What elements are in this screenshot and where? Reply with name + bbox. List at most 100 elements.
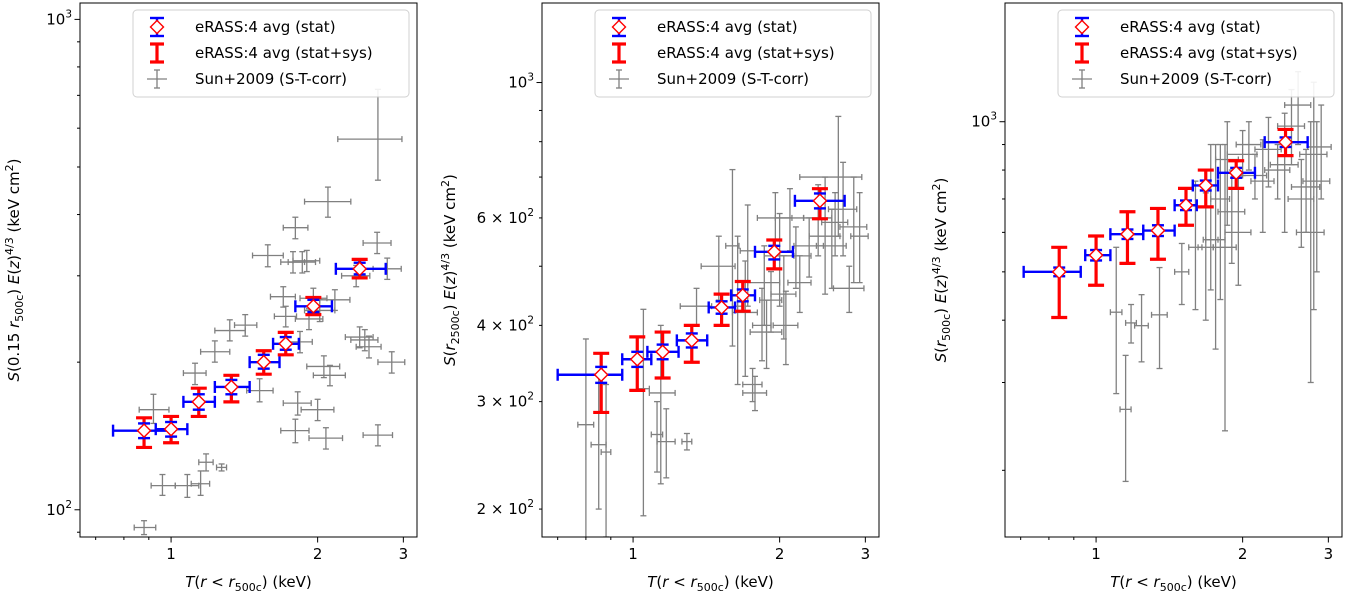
sun2009-point [1295,121,1325,384]
legend-label: eRASS:4 avg (stat) [1120,18,1261,36]
legend-label: eRASS:4 avg (stat) [657,18,798,36]
legend-item: eRASS:4 avg (stat+sys) [612,42,835,64]
legend-item: Sun+2009 (S-T-corr) [1072,69,1272,89]
x-tick-label: 2 [1238,545,1248,563]
x-axis-label: T(r < r500c) (keV) [185,573,312,594]
erass-point [675,323,709,364]
sun2009-point [292,249,321,273]
sun2009-point [778,226,812,289]
erass-marker [278,336,294,352]
sun2009-point [303,186,352,218]
sun2009-point [742,375,768,412]
legend-label: Sun+2009 (S-T-corr) [195,70,347,88]
sun2009-point [377,351,406,374]
erass-marker [812,193,828,209]
sun2009-point [759,270,783,333]
panel-center-entropy-r500c: 1 2 3 103 T(r < r500c) (keV) S(r500c) E(z)4/3… [930,2,1343,594]
legend-item: eRASS:4 avg (stat+sys) [1075,42,1298,64]
sun2009-point [1217,169,1246,265]
legend-item: eRASS:4 avg (stat) [149,16,336,38]
sun2009-point [312,364,346,387]
x-tick-label: 2 [313,545,323,563]
sun2009-point [839,176,868,284]
legend: eRASS:4 avg (stat) eRASS:4 avg (stat+sys)… [132,9,410,98]
sun2009-point [1224,174,1252,286]
axes-frame [541,2,880,538]
erass-point [294,295,334,317]
legend-label: Sun+2009 (S-T-corr) [657,70,809,88]
sun2009-point [199,340,231,363]
sun2009-point [1264,143,1291,200]
erass-point [1142,206,1176,261]
erass-marker [684,332,700,348]
legend-frame [594,9,872,98]
y-axis-label: S(0.15 r500c) E(z)4/3 (keV cm2) [3,158,26,381]
erass-point [213,373,251,404]
erass-point [1173,186,1198,227]
legend-label: Sun+2009 (S-T-corr) [1120,70,1272,88]
erass-marker [1178,197,1194,213]
erass-marker [629,351,645,367]
erass-marker [1228,165,1244,181]
legend-frame [1057,9,1335,98]
erass-marker [223,379,239,395]
sun2009-point [756,192,793,247]
sun2009-point [1290,148,1321,234]
legend-marker [1074,19,1090,35]
erass-marker [163,421,179,437]
erass-point [111,416,173,450]
y-tick-label: 6 × 102 [477,207,534,227]
x-tick-label: 1 [166,545,176,563]
sun2009-point [174,473,200,499]
y-tick-label: 103 [508,72,534,92]
legend: eRASS:4 avg (stat) eRASS:4 avg (stat+sys)… [1057,9,1335,98]
legend-marker [611,19,627,35]
sun2009-point [636,308,651,517]
sun2009-point [133,520,157,536]
erass-point [707,292,737,327]
sun2009-point [679,287,713,327]
sun2009-point [772,290,799,366]
erass-marker [305,298,321,314]
sun2009-point [198,453,214,472]
sun2009-point [190,470,211,497]
legend-marker [149,19,165,35]
y-axis-label: S(r2500c) E(z)4/3 (keV cm2) [439,174,462,366]
sun2009-point [233,313,258,337]
sun2009-point [282,391,312,416]
sun2009-point [300,398,335,422]
erass-marker [655,344,671,360]
sun2009-point [700,235,736,301]
erass-point [753,238,795,271]
erass-marker [191,394,207,410]
sun2009-point [362,231,392,255]
x-tick-label: 1 [628,545,638,563]
y-tick-label: 4 × 102 [477,314,534,334]
sun2009-point [182,362,207,386]
sun2009-point [1235,121,1262,171]
sun2009-point [1276,88,1306,166]
panel-center-entropy-015: 1 2 3 102 103 T(r < r500c) (keV) S(0.15 r500c)… [3,2,418,594]
legend-label: eRASS:4 avg (stat+sys) [1120,44,1298,62]
sun2009-point [590,375,607,510]
sun2009-point [725,168,740,347]
y-tick-label: 102 [46,499,72,519]
erass-marker [1278,134,1294,150]
sun2009-point [681,432,693,451]
erass-marker [1088,247,1104,263]
erass-marker [735,287,751,303]
sun2009-point [269,286,297,308]
sun2009-point [749,299,783,370]
sun2009-point [287,330,313,354]
erass-point [1022,245,1082,320]
x-tick-label: 3 [861,545,871,563]
erass-point [1109,210,1145,265]
sun2009-point [827,161,858,257]
sun2009-point [308,427,344,450]
sun2009-point [1150,266,1168,370]
erass-point [793,187,846,221]
sun2009-point [787,255,812,314]
y-tick-label: 3 × 102 [477,391,534,411]
sun2009-point [138,393,170,425]
